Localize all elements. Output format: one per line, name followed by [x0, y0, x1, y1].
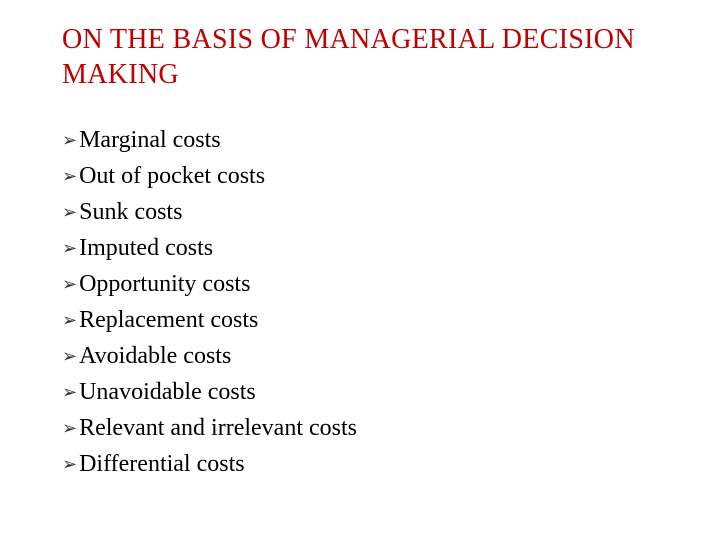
list-item: Out of pocket costs: [62, 158, 658, 194]
page-title: ON THE BASIS OF MANAGERIAL DECISION MAKI…: [62, 22, 658, 92]
bullet-list: Marginal costs Out of pocket costs Sunk …: [62, 122, 658, 482]
list-item: Replacement costs: [62, 302, 658, 338]
list-item: Relevant and irrelevant costs: [62, 410, 658, 446]
list-item: Differential costs: [62, 446, 658, 482]
list-item: Imputed costs: [62, 230, 658, 266]
list-item: Unavoidable costs: [62, 374, 658, 410]
list-item: Avoidable costs: [62, 338, 658, 374]
list-item: Marginal costs: [62, 122, 658, 158]
list-item: Sunk costs: [62, 194, 658, 230]
slide: ON THE BASIS OF MANAGERIAL DECISION MAKI…: [0, 0, 720, 540]
list-item: Opportunity costs: [62, 266, 658, 302]
